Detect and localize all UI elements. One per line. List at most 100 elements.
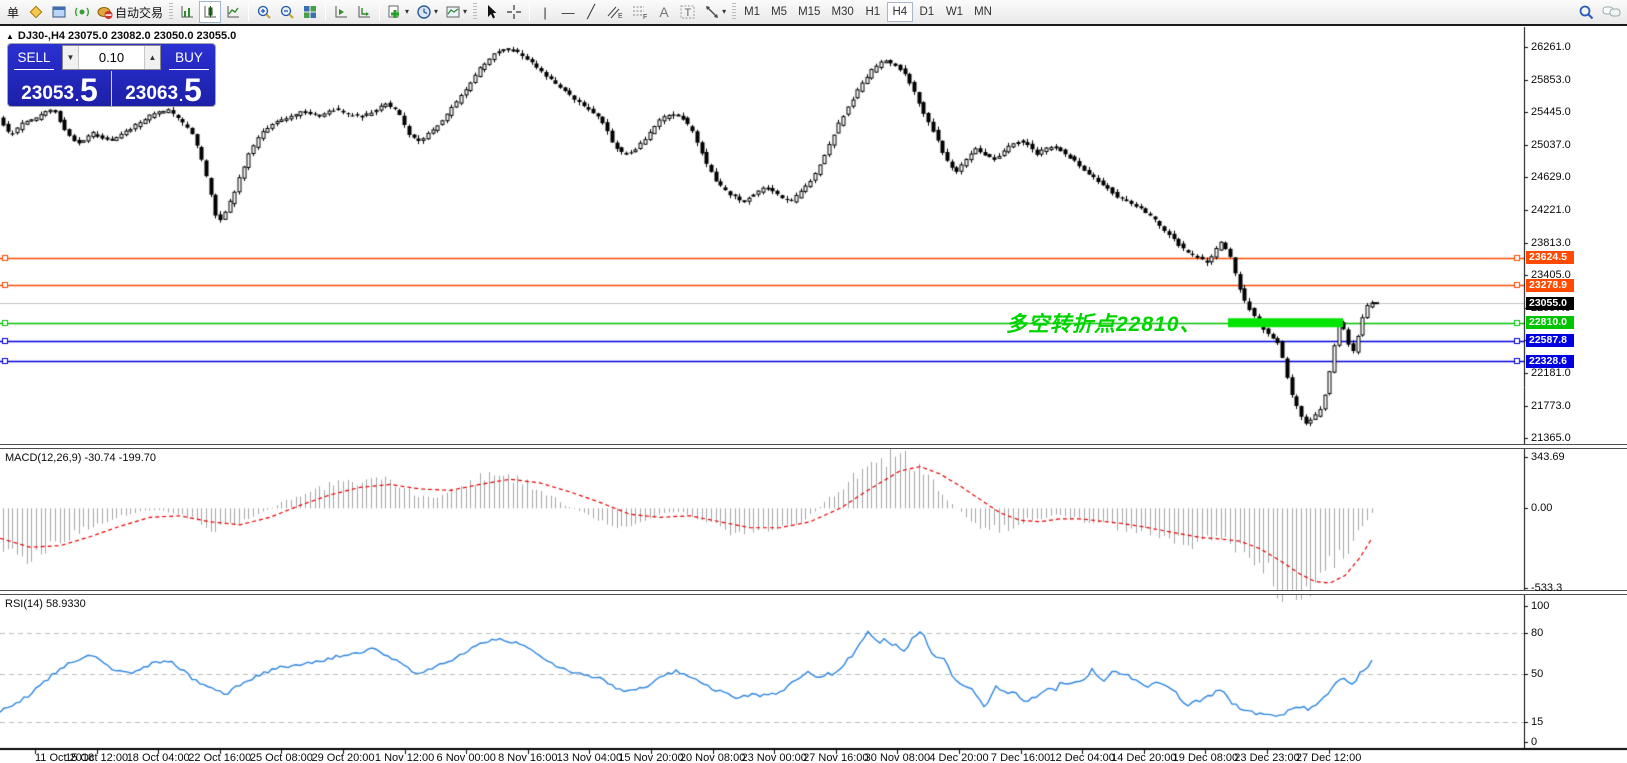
signal-button[interactable] bbox=[71, 1, 93, 23]
text-label-icon: T bbox=[680, 5, 695, 19]
toolbar-grip bbox=[473, 3, 478, 21]
zoom-in-icon bbox=[257, 5, 271, 19]
fibonacci-button[interactable]: F bbox=[628, 1, 652, 23]
time-tick-label: 12 Dec 04:00 bbox=[1049, 752, 1115, 763]
indicator-windows-button[interactable] bbox=[353, 1, 375, 23]
time-tick-label: 27 Nov 16:00 bbox=[803, 752, 869, 763]
chart-annotation-text[interactable]: 多空转折点22810、 bbox=[1006, 313, 1202, 336]
cursor-button[interactable] bbox=[480, 1, 502, 23]
time-tick-label: 8 Nov 16:00 bbox=[498, 752, 558, 763]
autotrade-button[interactable]: 自动交易 bbox=[94, 1, 166, 23]
chart-candles-button[interactable] bbox=[199, 1, 222, 23]
channel-icon: E bbox=[607, 6, 623, 20]
tile-windows-icon bbox=[304, 6, 317, 18]
buy-button[interactable]: BUY bbox=[163, 44, 215, 71]
rsi-panel-separator[interactable] bbox=[0, 590, 1627, 595]
new-chart-button[interactable]: ▾ bbox=[384, 1, 412, 23]
autotrade-label: 自动交易 bbox=[115, 5, 164, 20]
macd-tick-label: 0.00 bbox=[1531, 502, 1553, 515]
template-icon bbox=[446, 6, 460, 18]
search-icon bbox=[1579, 5, 1594, 19]
volume-input[interactable]: 0.10 bbox=[79, 46, 144, 69]
market-window-icon[interactable] bbox=[48, 1, 70, 23]
time-tick-label: 19 Dec 08:00 bbox=[1172, 752, 1239, 763]
price-line-label: 23055.0 bbox=[1526, 296, 1574, 310]
bar-chart-icon bbox=[181, 6, 194, 18]
timeframe-m30[interactable]: M30 bbox=[826, 2, 858, 22]
one-click-trading-panel: SELL ▼ 0.10 ▲ BUY 23053. 5 23063. 5 bbox=[8, 44, 215, 106]
zoom-in-button[interactable] bbox=[253, 1, 275, 23]
timeframe-h4[interactable]: H4 bbox=[886, 2, 913, 22]
buy-price: 23063 bbox=[125, 83, 179, 104]
timeframe-m15[interactable]: M15 bbox=[793, 2, 825, 22]
time-tick-label: 20 Nov 08:00 bbox=[679, 752, 746, 763]
volume-decrease-button[interactable]: ▼ bbox=[63, 46, 79, 69]
price-tick-label: 22181.0 bbox=[1531, 367, 1571, 379]
dropdown-caret-icon: ▾ bbox=[405, 7, 410, 16]
text-label-button[interactable]: T bbox=[676, 1, 700, 23]
candlestick-chart-icon bbox=[204, 6, 217, 18]
chart-ohlc-title: ▲ DJ30-,H4 23075.0 23082.0 23050.0 23055… bbox=[6, 30, 236, 42]
svg-text:E: E bbox=[618, 13, 623, 20]
macd-panel-separator[interactable] bbox=[0, 444, 1627, 449]
crosshair-icon bbox=[507, 5, 522, 19]
timeframe-d1[interactable]: D1 bbox=[914, 2, 940, 22]
sell-price-button[interactable]: 23053. 5 bbox=[8, 71, 112, 106]
crosshair-button[interactable] bbox=[503, 1, 525, 23]
period-button[interactable]: ▾ bbox=[413, 1, 441, 23]
rsi-tick-label: 0 bbox=[1531, 736, 1538, 748]
buy-price-pips: 5 bbox=[183, 71, 202, 108]
rsi-tick-label: 100 bbox=[1531, 600, 1550, 612]
timeframe-w1[interactable]: W1 bbox=[941, 2, 968, 22]
chat-icon bbox=[1602, 6, 1621, 17]
timeframe-m5[interactable]: M5 bbox=[766, 2, 792, 22]
chart-area: ▲ DJ30-,H4 23075.0 23082.0 23050.0 23055… bbox=[0, 26, 1627, 763]
rsi-tick-label: 80 bbox=[1531, 627, 1544, 640]
trendline-button[interactable]: ╱ bbox=[580, 1, 602, 23]
new-order-label: 单 bbox=[6, 5, 19, 20]
chart-canvas[interactable] bbox=[0, 26, 1627, 763]
volume-increase-button[interactable]: ▲ bbox=[144, 46, 160, 69]
price-line-label: 23278.9 bbox=[1526, 278, 1574, 292]
arrows-icon bbox=[706, 6, 719, 18]
timeframe-m1[interactable]: M1 bbox=[739, 2, 765, 22]
chat-button[interactable] bbox=[1599, 1, 1625, 23]
sell-price: 23053 bbox=[21, 83, 75, 104]
clock-icon bbox=[417, 5, 431, 19]
text-button[interactable]: A bbox=[653, 1, 675, 23]
gold-icon[interactable] bbox=[25, 1, 47, 23]
symbol-ohlc-text: DJ30-,H4 23075.0 23082.0 23050.0 23055.0 bbox=[17, 30, 237, 42]
template-button[interactable]: ▾ bbox=[442, 1, 470, 23]
time-tick-label: 14 Dec 20:00 bbox=[1111, 752, 1177, 763]
buy-price-button[interactable]: 23063. 5 bbox=[112, 71, 215, 106]
chart-line-button[interactable] bbox=[222, 1, 244, 23]
tile-windows-button[interactable] bbox=[299, 1, 321, 23]
arrows-button[interactable]: ▾ bbox=[701, 1, 729, 23]
indicators-button[interactable] bbox=[330, 1, 352, 23]
zoom-out-button[interactable] bbox=[276, 1, 298, 23]
timeframe-h1[interactable]: H1 bbox=[860, 2, 886, 22]
channel-button[interactable]: E bbox=[603, 1, 627, 23]
time-tick-label: 29 Oct 20:00 bbox=[311, 752, 375, 763]
toolbar-separator bbox=[248, 3, 250, 21]
macd-header: MACD(12,26,9) -30.74 -199.70 bbox=[5, 452, 157, 464]
chart-bars-button[interactable] bbox=[176, 1, 198, 23]
vline-button[interactable]: | bbox=[534, 1, 556, 23]
timeframe-mn[interactable]: MN bbox=[969, 2, 997, 22]
search-button[interactable] bbox=[1575, 1, 1598, 23]
price-tick-label: 21365.0 bbox=[1531, 432, 1571, 445]
svg-text:T: T bbox=[685, 7, 692, 19]
hline-button[interactable]: — bbox=[557, 1, 579, 23]
time-tick-label: 7 Dec 16:00 bbox=[990, 752, 1051, 763]
rsi-header: RSI(14) 58.9330 bbox=[5, 598, 86, 610]
rsi-tick-label: 15 bbox=[1531, 715, 1544, 728]
price-line-label: 23624.5 bbox=[1526, 251, 1574, 265]
new-order-button[interactable]: 单 bbox=[2, 1, 24, 23]
up-arrow-icon: ▲ bbox=[6, 31, 14, 41]
time-tick-label: 30 Nov 08:00 bbox=[864, 752, 931, 763]
time-tick-label: 4 Dec 20:00 bbox=[929, 752, 989, 763]
sell-button[interactable]: SELL bbox=[8, 44, 60, 71]
rsi-tick-label: 50 bbox=[1531, 668, 1544, 680]
sell-price-pips: 5 bbox=[79, 71, 98, 108]
